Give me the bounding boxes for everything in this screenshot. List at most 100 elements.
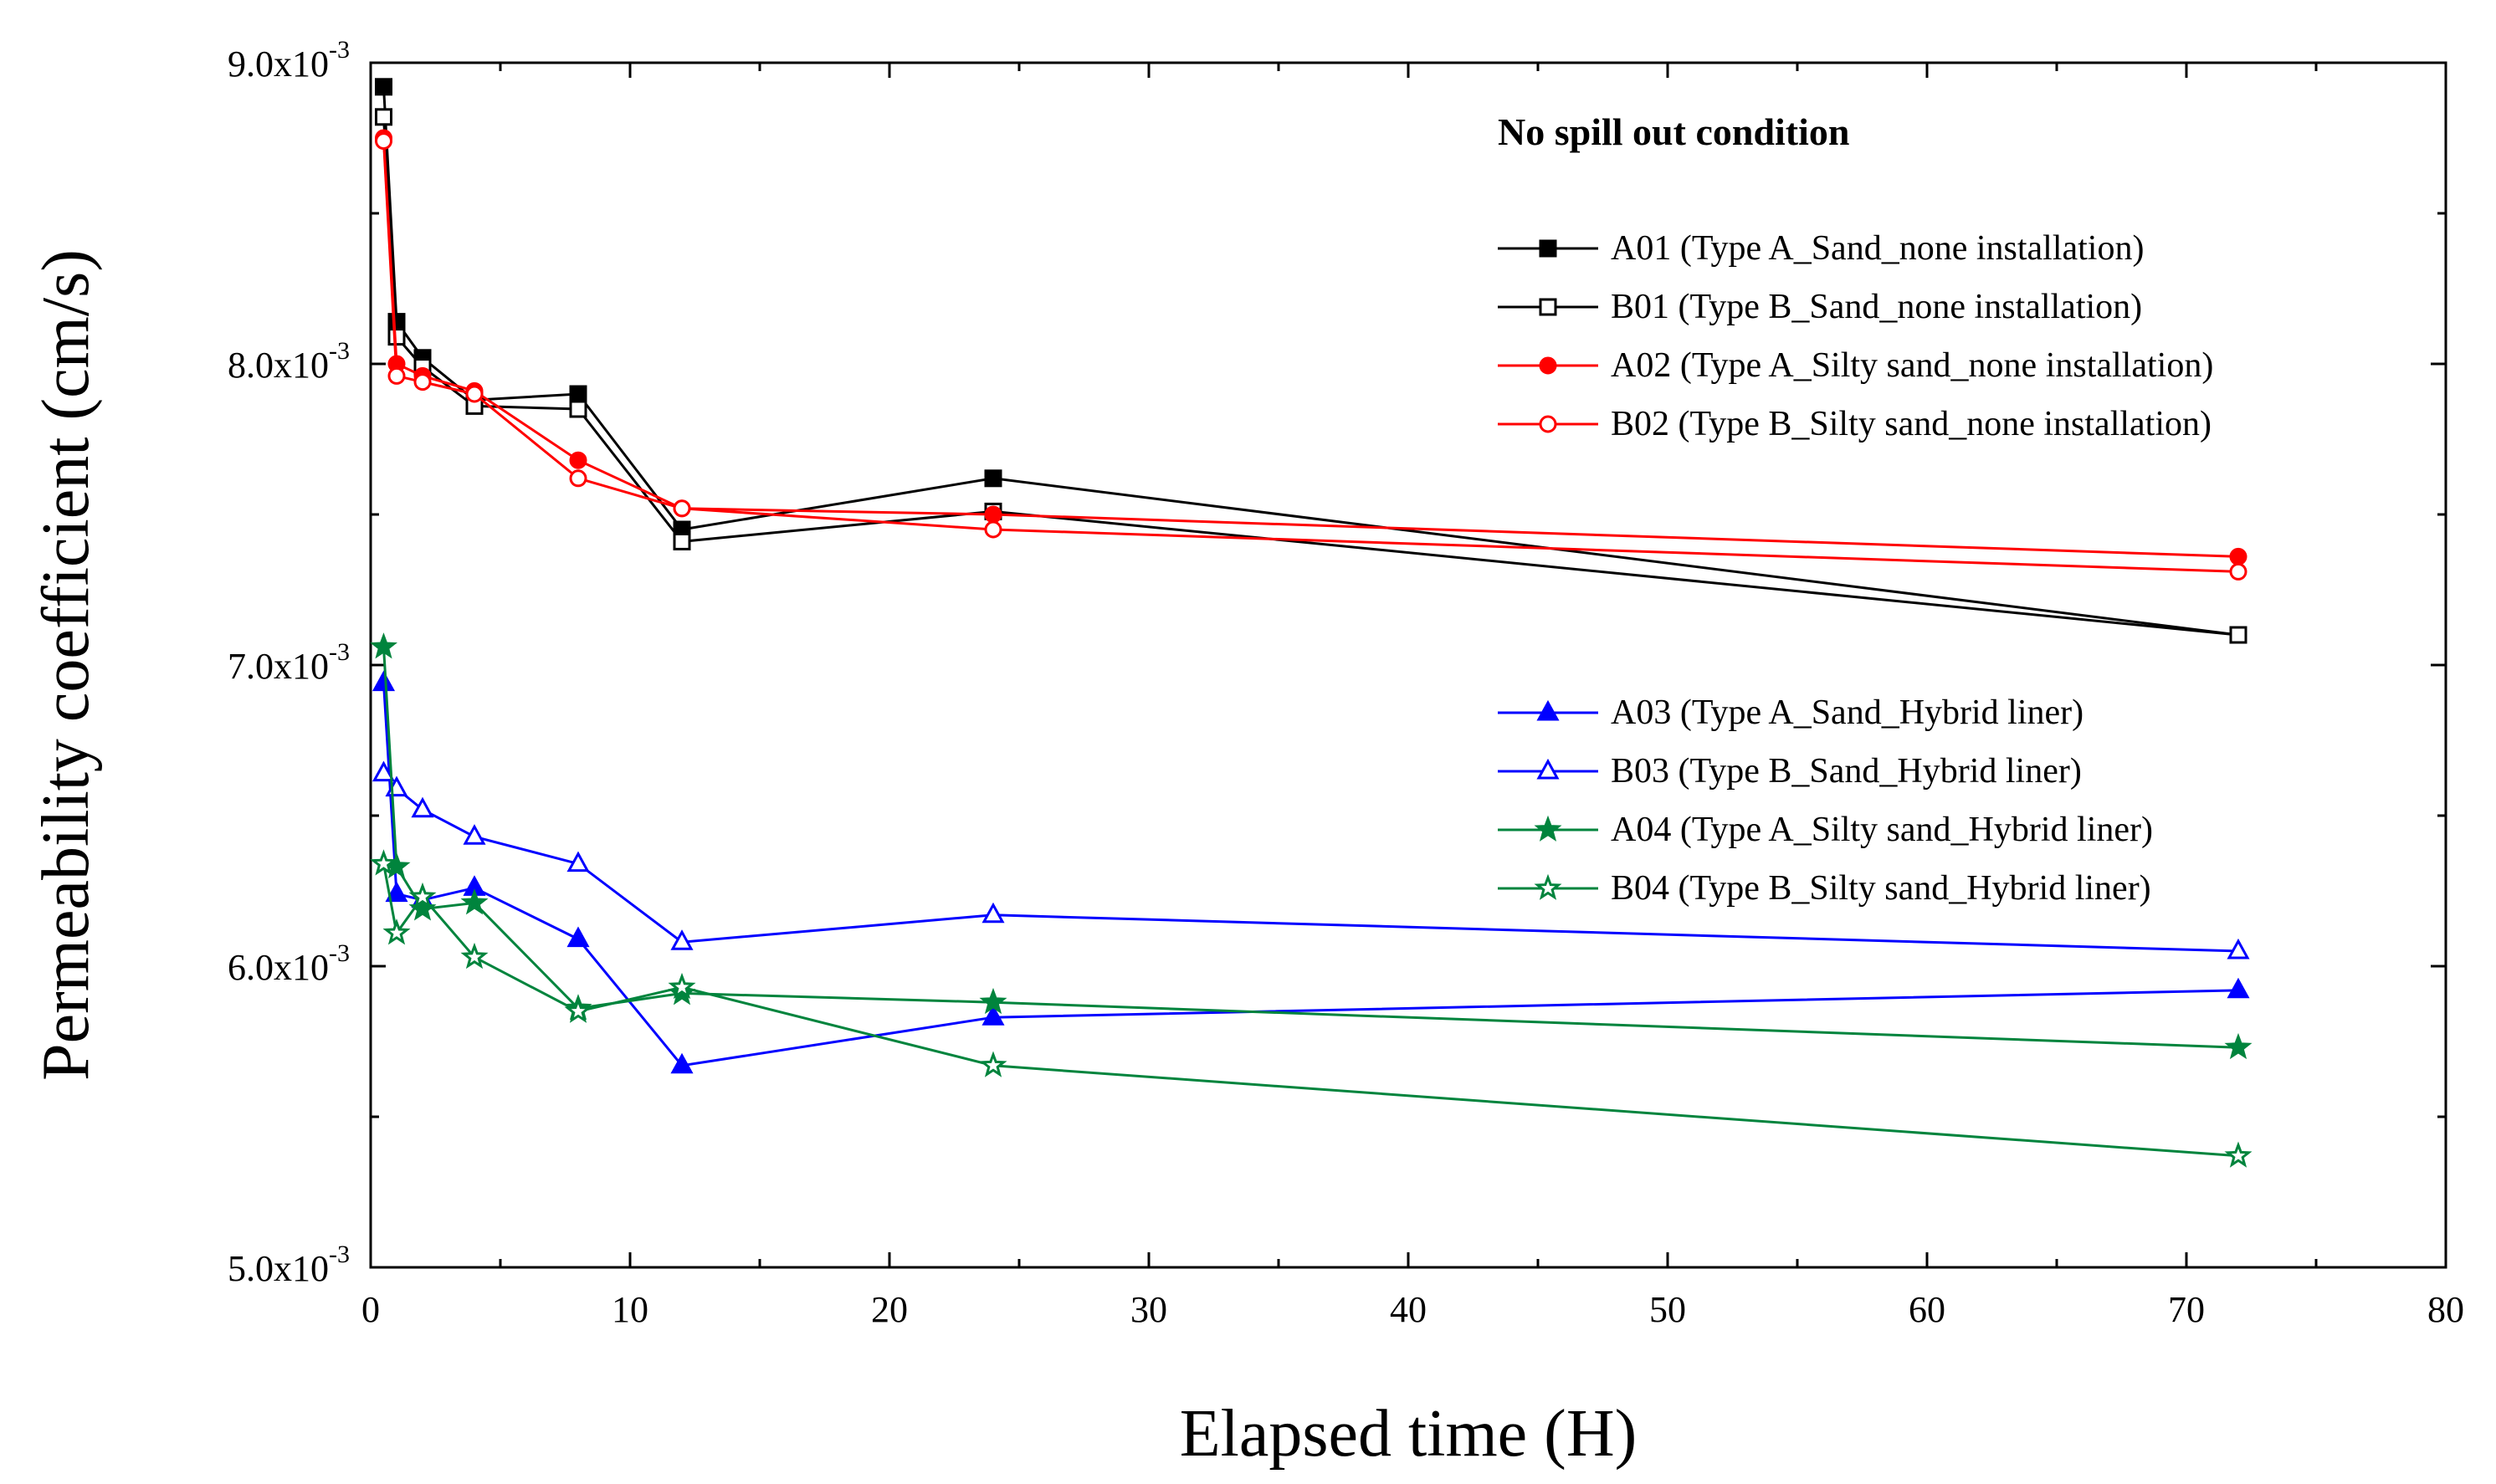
legend-label: A02 (Type A_Silty sand_none installation… — [1611, 346, 2213, 385]
data-point — [460, 888, 489, 915]
series-line — [382, 863, 2239, 1158]
legend-marker — [1534, 873, 1562, 900]
series-b03 — [372, 760, 2250, 959]
y-tick-label: 5.0x10-3 — [228, 1241, 350, 1289]
x-tick-label: 60 — [1909, 1289, 1945, 1330]
x-tick-label: 20 — [871, 1289, 908, 1330]
data-point — [564, 996, 592, 1023]
data-point — [2224, 1141, 2253, 1168]
x-axis-title: Elapsed time (H) — [1180, 1397, 1637, 1471]
data-point — [984, 505, 1002, 524]
x-tick-label: 10 — [612, 1289, 648, 1330]
y-tick-mantissa: 7.0x10 — [228, 646, 329, 687]
legend-marker — [1539, 356, 1557, 375]
legend-item: A01 (Type A_Sand_none installation) — [1498, 229, 2144, 268]
legend: No spill out condition A01 (Type A_Sand_… — [1498, 110, 2213, 908]
legend-label: B01 (Type B_Sand_none installation) — [1611, 288, 2142, 326]
data-point — [673, 532, 691, 550]
x-tick-label: 30 — [1130, 1289, 1167, 1330]
data-point — [979, 987, 1007, 1015]
y-tick-label: 6.0x10-3 — [228, 939, 350, 988]
x-tick-label: 70 — [2168, 1289, 2205, 1330]
legend-marker — [1536, 699, 1560, 721]
x-tick-label: 80 — [2427, 1289, 2464, 1330]
legend-title: No spill out condition — [1498, 110, 1850, 153]
y-tick-label: 9.0x10-3 — [228, 36, 350, 84]
legend-marker — [1539, 415, 1557, 433]
data-point — [566, 926, 590, 948]
legend-item: A02 (Type A_Silty sand_none installation… — [1498, 346, 2213, 385]
legend-label: B02 (Type B_Silty sand_none installation… — [1611, 405, 2212, 443]
series-b04 — [370, 849, 2253, 1168]
data-point — [372, 670, 396, 692]
data-point — [375, 78, 392, 96]
data-point — [2229, 562, 2247, 581]
legend-marker — [1539, 239, 1557, 258]
data-point — [411, 796, 434, 818]
y-tick-label: 7.0x10-3 — [228, 638, 350, 687]
data-point — [670, 929, 694, 950]
legend-marker — [1536, 758, 1560, 780]
legend-label: A04 (Type A_Silty sand_Hybrid liner) — [1611, 811, 2153, 849]
legend-item: B03 (Type B_Sand_Hybrid liner) — [1498, 752, 2082, 791]
data-point — [668, 972, 696, 1000]
y-tick-label: 8.0x10-3 — [228, 337, 350, 386]
data-point — [463, 824, 486, 845]
data-point — [984, 469, 1002, 488]
data-point — [370, 632, 397, 659]
legend-item: B04 (Type B_Silty sand_Hybrid liner) — [1498, 869, 2151, 908]
legend-label: B04 (Type B_Silty sand_Hybrid liner) — [1611, 869, 2151, 908]
y-tick-mantissa: 9.0x10 — [228, 43, 329, 84]
y-tick-mantissa: 5.0x10 — [228, 1248, 329, 1289]
y-tick-mantissa: 6.0x10 — [228, 947, 329, 988]
data-point — [670, 1052, 694, 1074]
legend-item: A04 (Type A_Silty sand_Hybrid liner) — [1498, 811, 2153, 849]
legend-item: B01 (Type B_Sand_none installation) — [1498, 288, 2142, 326]
y-tick-exponent: -3 — [329, 337, 350, 365]
y-axis-title: Permeability coefficient (cm/s) — [29, 249, 103, 1081]
y-tick-exponent: -3 — [329, 638, 350, 666]
data-point — [465, 385, 484, 403]
x-tick-label: 50 — [1649, 1289, 1686, 1330]
data-point — [984, 520, 1002, 539]
data-point — [566, 851, 590, 872]
data-point — [569, 469, 587, 488]
series-line — [382, 772, 2239, 953]
x-tick-labels: 0 10 20 30 40 50 60 70 80 — [361, 1289, 2464, 1330]
data-point — [372, 760, 396, 782]
data-point — [2227, 977, 2250, 999]
data-point — [375, 108, 392, 126]
series-a03 — [372, 670, 2250, 1074]
y-tick-exponent: -3 — [329, 939, 350, 967]
y-tick-labels: 5.0x10-36.0x10-37.0x10-38.0x10-39.0x10-3 — [228, 36, 350, 1289]
legend-item: B02 (Type B_Silty sand_none installation… — [1498, 405, 2212, 443]
data-point — [569, 400, 587, 418]
data-point — [569, 385, 587, 403]
series-b02 — [375, 132, 2247, 581]
data-point — [981, 902, 1005, 924]
data-point — [408, 882, 437, 909]
y-tick-exponent: -3 — [329, 36, 350, 64]
x-tick-label: 40 — [1390, 1289, 1427, 1330]
data-point — [382, 919, 411, 945]
data-point — [387, 366, 406, 385]
data-point — [2227, 938, 2250, 959]
data-point — [375, 132, 392, 151]
y-tick-mantissa: 8.0x10 — [228, 345, 329, 386]
data-point — [979, 1051, 1007, 1077]
data-point — [2229, 547, 2247, 565]
data-point — [413, 373, 432, 391]
data-point — [385, 881, 408, 903]
legend-marker — [1534, 815, 1562, 842]
data-point — [370, 849, 397, 876]
data-point — [673, 499, 691, 518]
data-point — [2229, 626, 2247, 644]
data-point — [460, 942, 489, 970]
y-tick-exponent: -3 — [329, 1241, 350, 1268]
data-point — [981, 1005, 1005, 1026]
axis-ticks — [369, 61, 2447, 1269]
legend-label: B03 (Type B_Sand_Hybrid liner) — [1611, 752, 2082, 791]
series-layer — [370, 78, 2253, 1168]
series-b01 — [375, 108, 2247, 644]
